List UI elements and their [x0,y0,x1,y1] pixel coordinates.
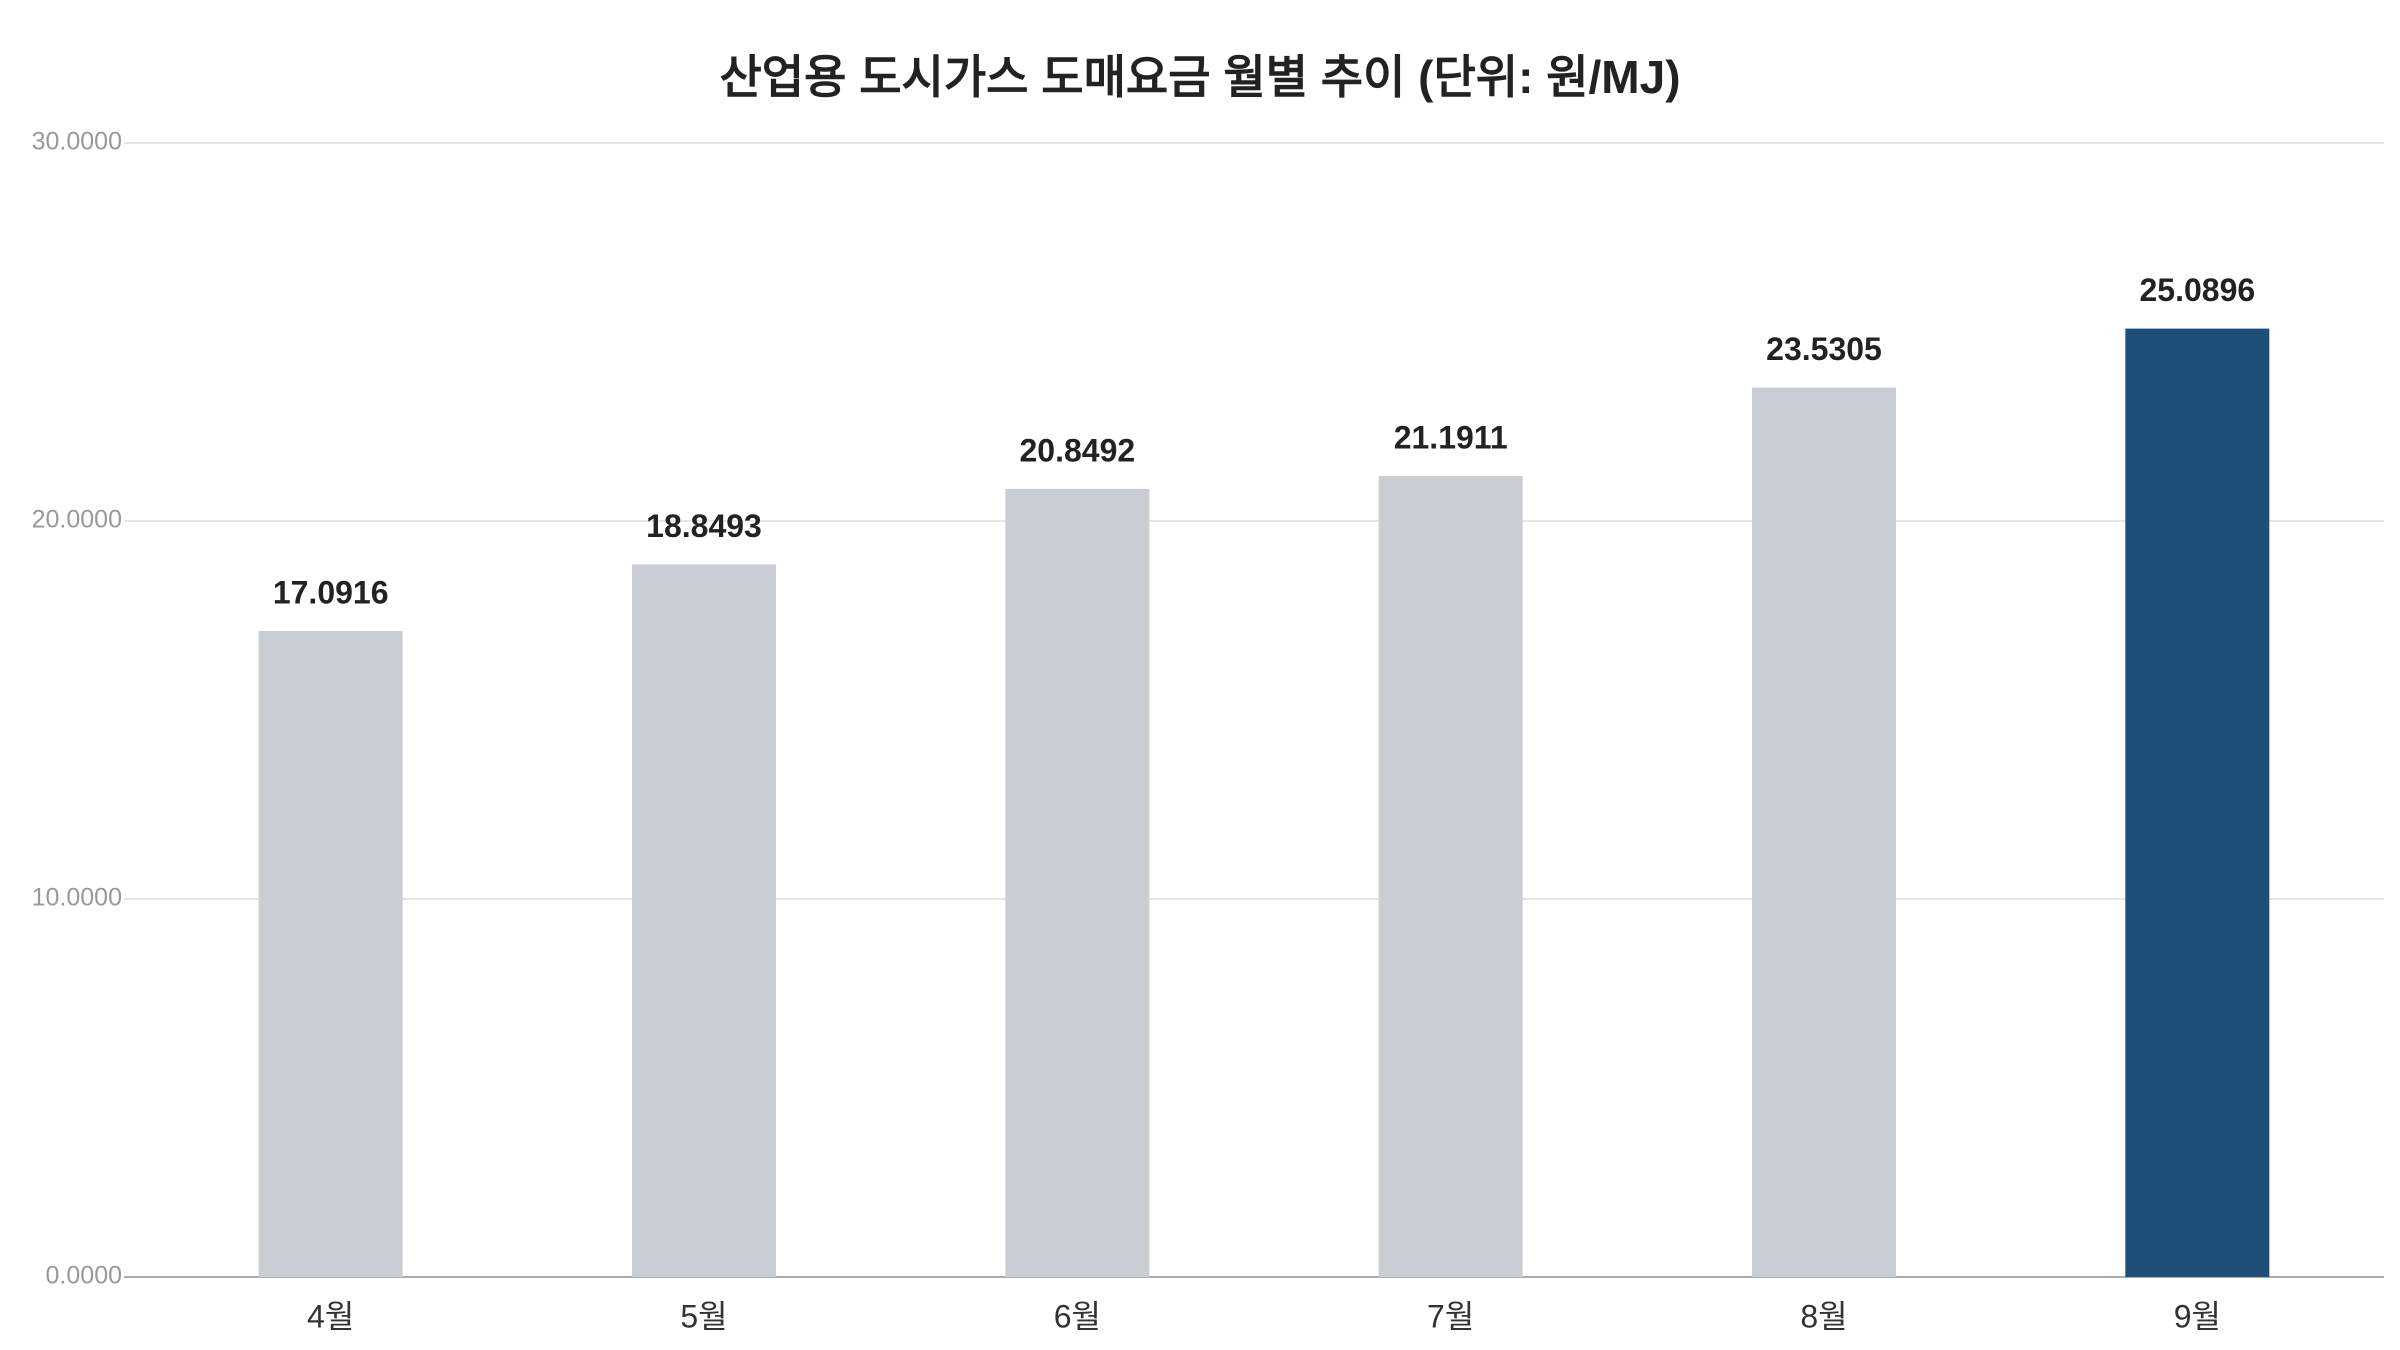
value-label: 20.8492 [1019,432,1135,468]
x-tick-label: 7월 [1427,1298,1474,1334]
bar [632,564,776,1277]
value-label: 18.8493 [646,508,762,544]
bar [258,630,403,1277]
y-tick-label: 20.0000 [32,506,122,534]
bar [1005,488,1150,1277]
y-tick-label: 10.0000 [32,884,122,912]
bar [1378,475,1523,1277]
y-tick-label: 30.0000 [32,128,122,156]
x-tick-label: 6월 [1054,1298,1101,1334]
x-tick-label: 4월 [307,1298,354,1334]
y-tick-label: 0.0000 [46,1262,122,1290]
bar [2125,328,2270,1277]
x-tick-label: 9월 [2174,1298,2221,1334]
value-label: 25.0896 [2139,272,2255,308]
bar [1752,387,1896,1277]
x-tick-label: 8월 [1800,1298,1847,1334]
value-label: 23.5305 [1766,331,1882,367]
x-tick-label: 5월 [680,1298,727,1334]
value-label: 21.1911 [1394,419,1508,455]
value-label: 17.0916 [273,574,389,610]
chart-title: 산업용 도시가스 도매요금 월별 추이 (단위: 원/MJ) [719,51,1680,103]
